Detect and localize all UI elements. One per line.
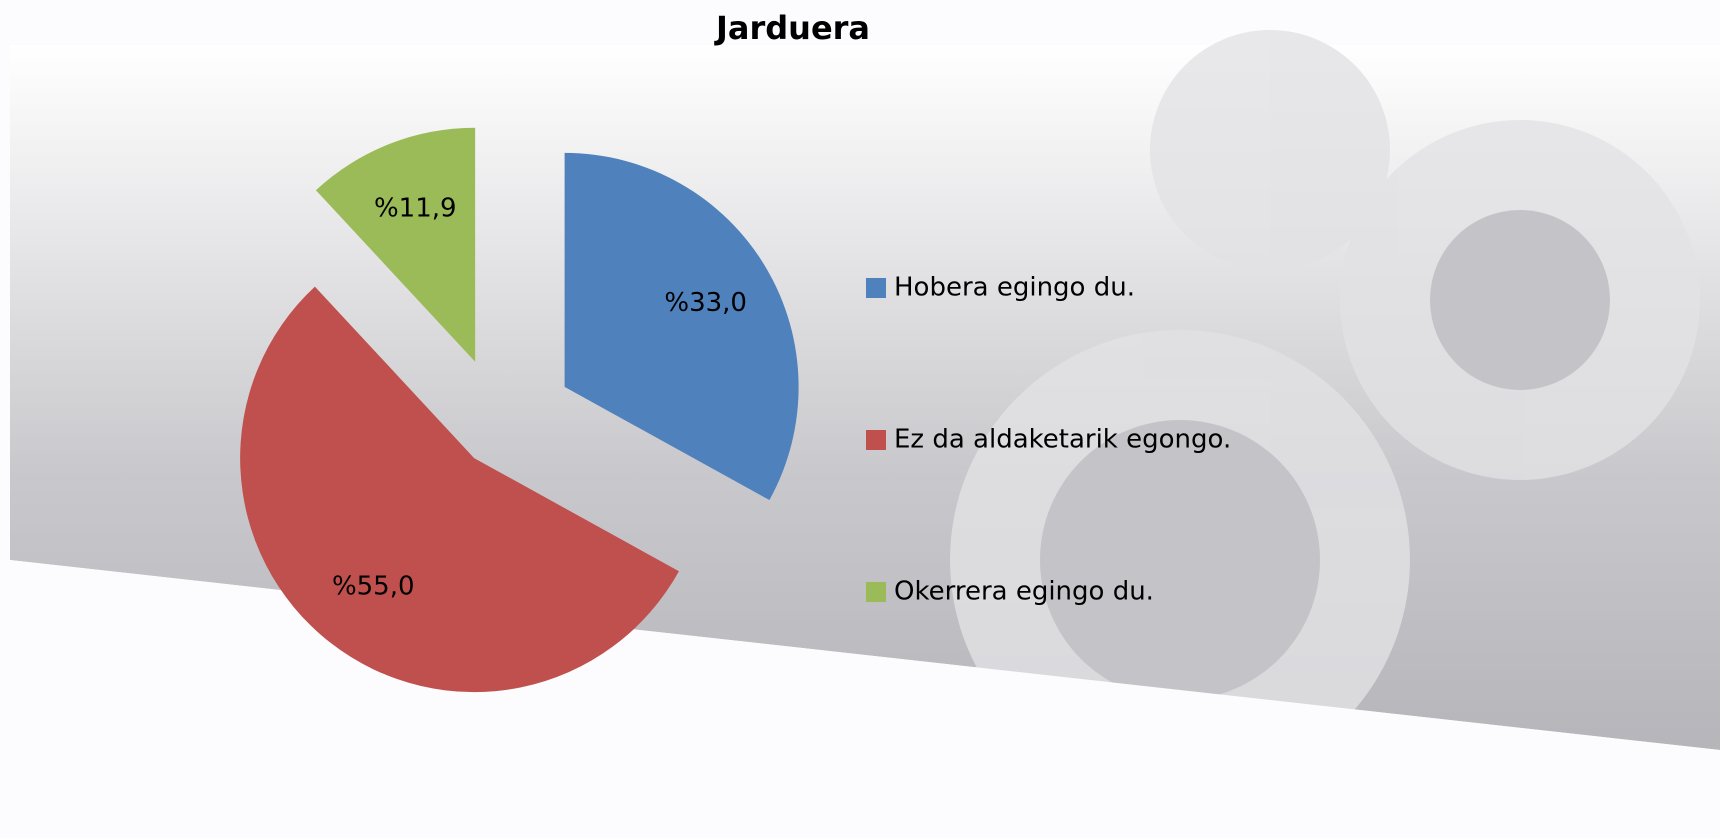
legend-label: Ez da aldaketarik egongo. [894,425,1231,455]
legend-swatch [866,430,886,450]
data-label: %33,0 [664,288,747,318]
legend-label: Okerrera egingo du. [894,577,1154,607]
chart: Jarduera %33,0 %55,0 %11,9 Hobera egingo d… [0,0,1720,838]
chart-title: Jarduera [714,9,870,47]
data-label: %11,9 [374,194,457,224]
legend-label: Hobera egingo du. [894,273,1135,303]
data-label: %55,0 [332,572,415,602]
legend-swatch [866,582,886,602]
legend-swatch [866,278,886,298]
page: Jarduera %33,0 %55,0 %11,9 Hobera egingo d… [0,0,1720,838]
